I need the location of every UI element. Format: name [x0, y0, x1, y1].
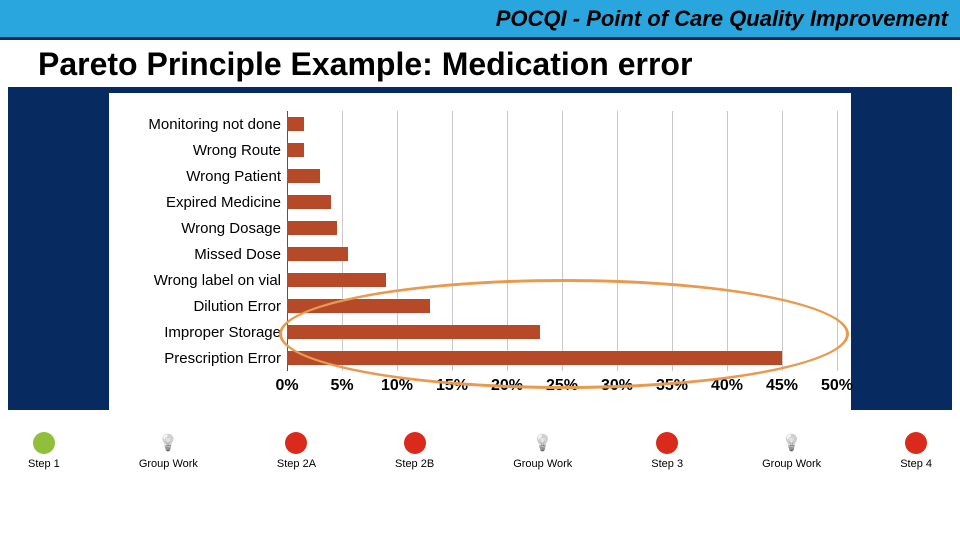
footer-steps: Step 1 💡 Group Work Step 2A Step 2B 💡 Group Wo… — [8, 410, 952, 492]
x-tick-label: 40% — [711, 377, 743, 395]
step-item: Step 3 — [651, 432, 683, 470]
bar — [287, 351, 782, 365]
bar — [287, 325, 540, 339]
x-tick-label: 35% — [656, 377, 688, 395]
category-label: Wrong label on vial — [111, 272, 281, 289]
bar — [287, 221, 337, 235]
step-label: Step 4 — [900, 458, 932, 470]
step-item: 💡 Group Work — [139, 432, 198, 470]
x-tick-label: 50% — [821, 377, 853, 395]
chart-row: Prescription Error — [287, 345, 837, 371]
step-dot-icon — [33, 432, 55, 454]
category-label: Monitoring not done — [111, 116, 281, 133]
step-label: Group Work — [762, 458, 821, 470]
x-tick-label: 10% — [381, 377, 413, 395]
lightbulb-icon: 💡 — [536, 432, 550, 454]
x-tick-label: 15% — [436, 377, 468, 395]
chart-row: Wrong label on vial — [287, 267, 837, 293]
category-label: Expired Medicine — [111, 194, 281, 211]
lightbulb-icon: 💡 — [785, 432, 799, 454]
bar — [287, 143, 304, 157]
category-label: Missed Dose — [111, 246, 281, 263]
category-label: Wrong Route — [111, 142, 281, 159]
category-label: Prescription Error — [111, 350, 281, 367]
chart-row: Wrong Dosage — [287, 215, 837, 241]
step-dot-icon — [656, 432, 678, 454]
step-item: 💡 Group Work — [513, 432, 572, 470]
step-item: Step 4 — [900, 432, 932, 470]
lightbulb-icon: 💡 — [161, 432, 175, 454]
chart-row: Missed Dose — [287, 241, 837, 267]
x-tick-label: 25% — [546, 377, 578, 395]
step-label: Step 2B — [395, 458, 434, 470]
step-label: Group Work — [139, 458, 198, 470]
chart-row: Expired Medicine — [287, 189, 837, 215]
chart-row: Wrong Route — [287, 137, 837, 163]
step-item: Step 1 — [28, 432, 60, 470]
chart-card: Monitoring not doneWrong RouteWrong Pati… — [109, 93, 851, 433]
grid-line — [837, 111, 838, 371]
chart-row: Monitoring not done — [287, 111, 837, 137]
bar — [287, 169, 320, 183]
step-dot-icon — [285, 432, 307, 454]
chart-plot: Monitoring not doneWrong RouteWrong Pati… — [287, 111, 837, 371]
chart-row: Wrong Patient — [287, 163, 837, 189]
category-label: Wrong Patient — [111, 168, 281, 185]
app-title: POCQI - Point of Care Quality Improvemen… — [496, 6, 948, 32]
header-bar: POCQI - Point of Care Quality Improvemen… — [0, 0, 960, 40]
step-label: Step 3 — [651, 458, 683, 470]
step-dot-icon — [404, 432, 426, 454]
step-item: 💡 Group Work — [762, 432, 821, 470]
step-dot-icon — [905, 432, 927, 454]
bar — [287, 299, 430, 313]
x-tick-label: 0% — [275, 377, 298, 395]
category-label: Wrong Dosage — [111, 220, 281, 237]
bar — [287, 247, 348, 261]
step-label: Group Work — [513, 458, 572, 470]
x-tick-label: 20% — [491, 377, 523, 395]
x-tick-label: 5% — [330, 377, 353, 395]
x-axis-ticks: 0%5%10%15%20%25%30%35%40%45%50% — [287, 377, 837, 399]
step-label: Step 1 — [28, 458, 60, 470]
chart-row: Improper Storage — [287, 319, 837, 345]
x-tick-label: 45% — [766, 377, 798, 395]
category-label: Improper Storage — [111, 324, 281, 341]
step-item: Step 2A — [277, 432, 316, 470]
x-tick-label: 30% — [601, 377, 633, 395]
bar — [287, 195, 331, 209]
chart-outer: Monitoring not doneWrong RouteWrong Pati… — [8, 87, 952, 492]
page-heading: Pareto Principle Example: Medication err… — [0, 40, 960, 87]
step-label: Step 2A — [277, 458, 316, 470]
step-item: Step 2B — [395, 432, 434, 470]
bar — [287, 117, 304, 131]
category-label: Dilution Error — [111, 298, 281, 315]
bar — [287, 273, 386, 287]
chart-row: Dilution Error — [287, 293, 837, 319]
